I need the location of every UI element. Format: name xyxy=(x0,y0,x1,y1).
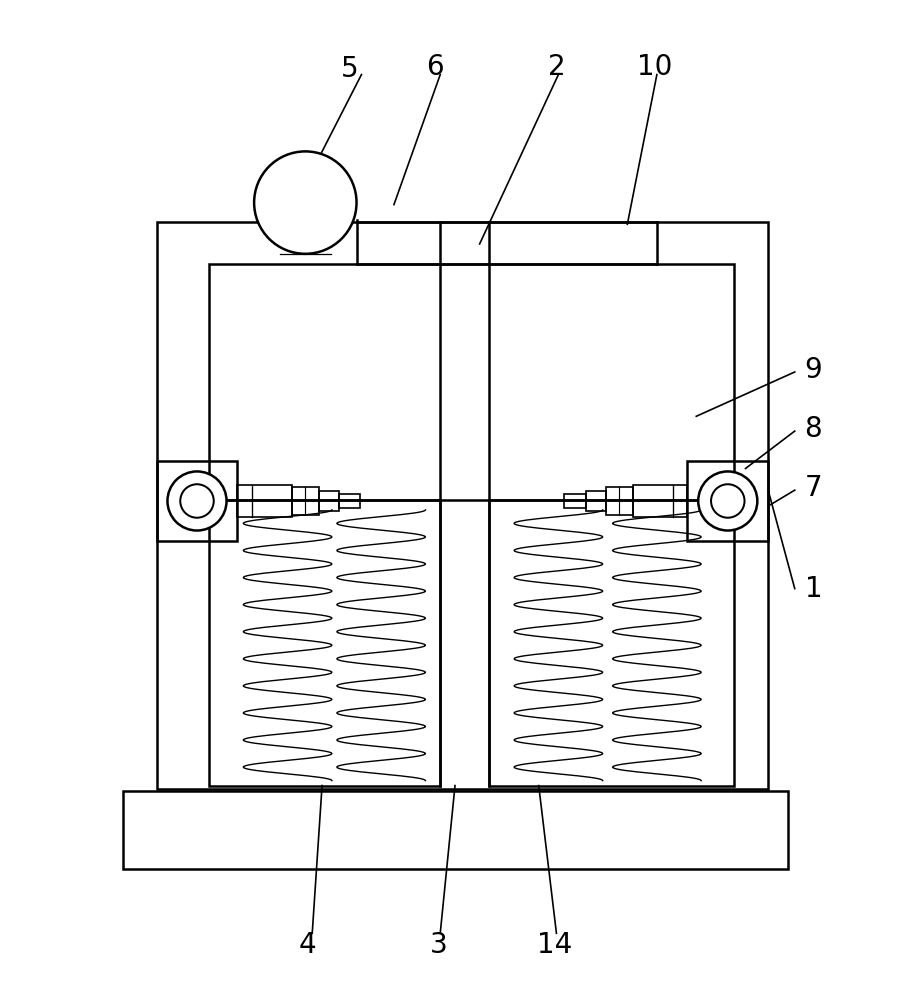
Bar xyxy=(157,222,768,789)
Circle shape xyxy=(168,471,227,531)
Text: 4: 4 xyxy=(299,931,316,959)
Text: 5: 5 xyxy=(341,55,358,83)
Bar xyxy=(238,485,292,517)
Text: 1: 1 xyxy=(804,575,823,603)
Bar xyxy=(633,485,688,517)
Text: 8: 8 xyxy=(804,415,823,443)
Bar xyxy=(319,491,339,511)
Bar xyxy=(123,791,788,869)
Text: 14: 14 xyxy=(537,931,572,959)
Text: 9: 9 xyxy=(804,356,823,384)
Bar xyxy=(688,461,768,541)
Bar xyxy=(564,494,586,508)
Text: 3: 3 xyxy=(429,931,447,959)
Bar xyxy=(157,461,238,541)
Circle shape xyxy=(711,484,744,518)
Circle shape xyxy=(698,471,757,531)
Bar xyxy=(292,487,319,515)
Bar xyxy=(586,491,606,511)
Text: 7: 7 xyxy=(804,474,823,502)
Text: 2: 2 xyxy=(548,53,565,81)
Text: 10: 10 xyxy=(637,53,672,81)
Circle shape xyxy=(254,151,356,254)
Circle shape xyxy=(180,484,214,518)
Text: 6: 6 xyxy=(426,53,445,81)
Bar xyxy=(209,500,440,786)
Bar xyxy=(209,264,733,500)
Bar xyxy=(339,494,361,508)
Bar xyxy=(606,487,633,515)
Bar xyxy=(489,500,733,786)
